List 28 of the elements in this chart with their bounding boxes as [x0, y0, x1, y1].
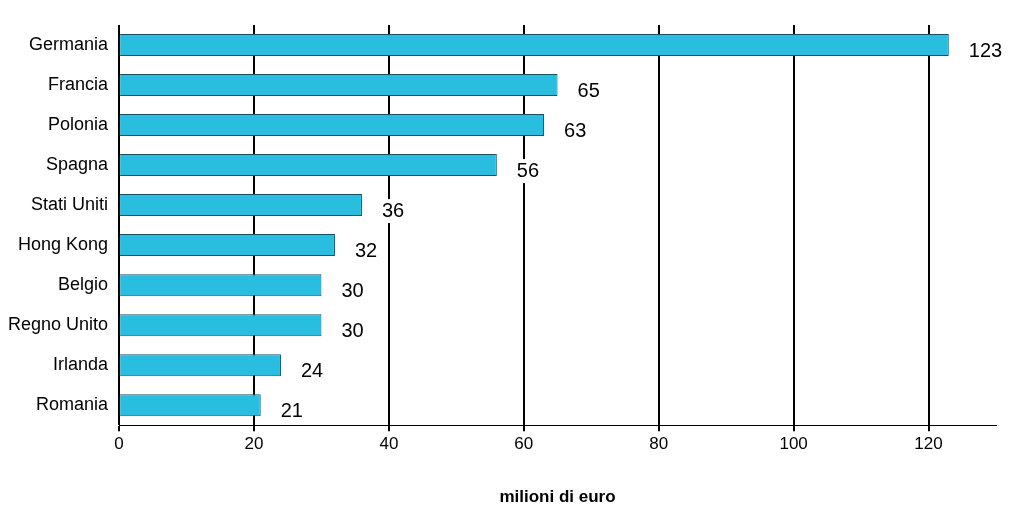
x-tick-label: 60: [514, 434, 534, 454]
y-tick-label: Stati Uniti: [31, 194, 109, 215]
x-tick-label: 120: [914, 434, 943, 454]
y-tick-label: Spagna: [46, 154, 110, 175]
x-tick-label: 0: [114, 434, 124, 454]
data-label: 30: [341, 318, 364, 341]
y-tick-label: Germania: [29, 33, 110, 54]
y-tick-label: Hong Kong: [17, 234, 109, 255]
data-label: 21: [280, 398, 303, 421]
data-label: 123: [968, 38, 1003, 61]
x-tick-label: 40: [379, 434, 399, 454]
y-tick-label: Belgio: [58, 274, 109, 295]
data-label: 30: [341, 278, 364, 301]
y-tick-label: Francia: [48, 74, 110, 94]
data-label: 36: [381, 198, 405, 221]
x-tick-label: 80: [649, 434, 669, 454]
x-tick-label: 100: [779, 434, 808, 454]
data-label: 24: [300, 358, 324, 381]
y-tick-label: Romania: [36, 394, 110, 415]
y-tick-label: Irlanda: [53, 354, 110, 375]
data-label: 32: [354, 238, 378, 261]
y-tick-label: Polonia: [48, 114, 110, 135]
data-label: 65: [577, 78, 600, 101]
y-tick-label: Regno Unito: [7, 314, 109, 335]
x-axis-title: milioni di euro: [499, 487, 616, 507]
x-tick-label: 20: [244, 434, 264, 454]
data-label: 56: [516, 158, 540, 181]
data-label: 63: [564, 118, 587, 141]
